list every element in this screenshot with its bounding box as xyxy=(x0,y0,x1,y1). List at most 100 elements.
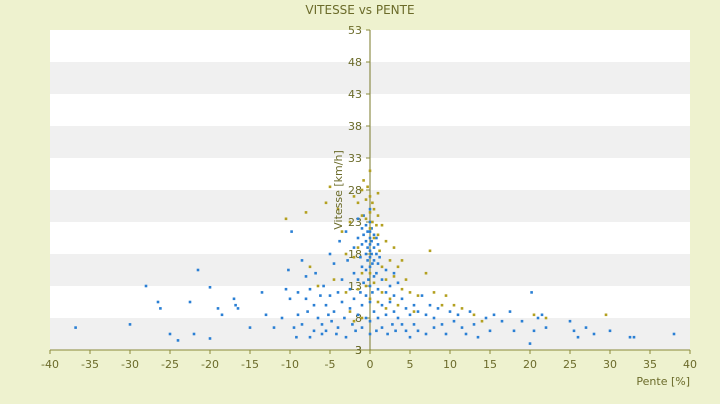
data-point xyxy=(144,284,148,288)
data-point xyxy=(232,297,236,301)
data-point xyxy=(448,310,452,313)
data-point xyxy=(356,217,360,221)
data-point xyxy=(452,303,456,307)
data-point xyxy=(388,284,392,288)
data-point xyxy=(420,294,424,297)
data-point xyxy=(352,319,356,323)
data-point xyxy=(380,265,384,269)
x-tick-label: -25 xyxy=(161,358,179,371)
data-point xyxy=(380,326,384,329)
data-point xyxy=(366,230,369,233)
data-point xyxy=(378,249,381,253)
data-point xyxy=(364,217,368,221)
data-point xyxy=(388,300,392,304)
data-point xyxy=(192,332,196,336)
data-point xyxy=(352,246,356,249)
data-point xyxy=(476,335,480,339)
x-tick-label: -40 xyxy=(41,358,59,371)
data-point xyxy=(368,227,372,230)
data-point xyxy=(540,313,544,317)
data-point xyxy=(368,243,372,246)
data-point xyxy=(328,252,332,256)
data-point xyxy=(371,262,374,265)
data-point xyxy=(356,278,360,281)
data-point xyxy=(436,307,440,310)
data-point xyxy=(432,326,436,329)
data-point xyxy=(367,278,370,281)
data-point xyxy=(372,246,376,249)
data-point xyxy=(360,316,364,320)
data-point xyxy=(544,316,548,320)
data-point xyxy=(368,284,372,288)
data-point xyxy=(384,239,388,243)
data-point xyxy=(391,323,394,326)
data-point xyxy=(380,278,384,281)
data-point xyxy=(408,313,412,317)
data-point xyxy=(308,287,312,291)
data-point xyxy=(392,271,396,275)
data-point xyxy=(176,339,180,342)
data-point xyxy=(384,313,388,317)
data-point xyxy=(400,259,404,262)
data-point xyxy=(362,214,365,217)
data-point xyxy=(488,329,492,333)
data-point xyxy=(360,326,364,329)
data-point xyxy=(360,265,364,269)
data-point xyxy=(368,255,372,259)
data-point xyxy=(376,191,380,195)
data-point xyxy=(359,291,362,294)
y-tick-label: 8 xyxy=(355,312,362,325)
data-point xyxy=(74,326,77,329)
data-point xyxy=(344,252,348,256)
data-point xyxy=(366,246,369,249)
data-point xyxy=(300,323,304,326)
data-point xyxy=(372,259,376,262)
data-point xyxy=(352,255,356,259)
data-point xyxy=(396,281,400,285)
data-point xyxy=(416,310,420,313)
data-point xyxy=(360,271,364,275)
data-point xyxy=(348,307,352,310)
data-point xyxy=(360,214,364,217)
data-point xyxy=(295,335,298,339)
data-point xyxy=(508,310,512,313)
data-point xyxy=(568,319,572,323)
data-point xyxy=(460,326,464,329)
data-point xyxy=(416,294,420,297)
data-point xyxy=(284,217,288,221)
data-point xyxy=(216,307,220,310)
data-point xyxy=(412,303,416,307)
data-point xyxy=(292,326,296,329)
data-point xyxy=(128,323,132,326)
x-tick-label: 15 xyxy=(483,358,497,371)
data-point xyxy=(332,310,336,313)
data-point xyxy=(188,300,192,304)
data-point xyxy=(234,303,237,307)
data-point xyxy=(404,329,408,333)
data-point xyxy=(400,287,404,291)
data-point xyxy=(376,262,380,265)
y-tick-label: 3 xyxy=(355,344,362,357)
data-point xyxy=(368,300,372,304)
x-tick-label: 5 xyxy=(407,358,414,371)
data-point xyxy=(376,243,380,246)
data-point xyxy=(520,319,524,323)
data-point xyxy=(366,259,369,262)
data-point xyxy=(400,297,404,301)
data-point xyxy=(340,230,344,233)
data-point xyxy=(412,323,416,326)
data-point xyxy=(444,332,448,336)
data-point xyxy=(464,332,468,336)
data-point xyxy=(484,316,488,320)
data-point xyxy=(354,329,357,333)
data-point xyxy=(380,291,384,294)
data-point xyxy=(408,291,412,294)
data-point xyxy=(168,332,172,336)
y-tick-label: 3 xyxy=(355,344,362,357)
data-point xyxy=(371,291,374,294)
data-point xyxy=(392,246,396,249)
data-point xyxy=(416,329,420,333)
x-axis-label: Pente [%] xyxy=(636,375,690,388)
data-point xyxy=(394,329,397,333)
data-point xyxy=(368,230,372,233)
